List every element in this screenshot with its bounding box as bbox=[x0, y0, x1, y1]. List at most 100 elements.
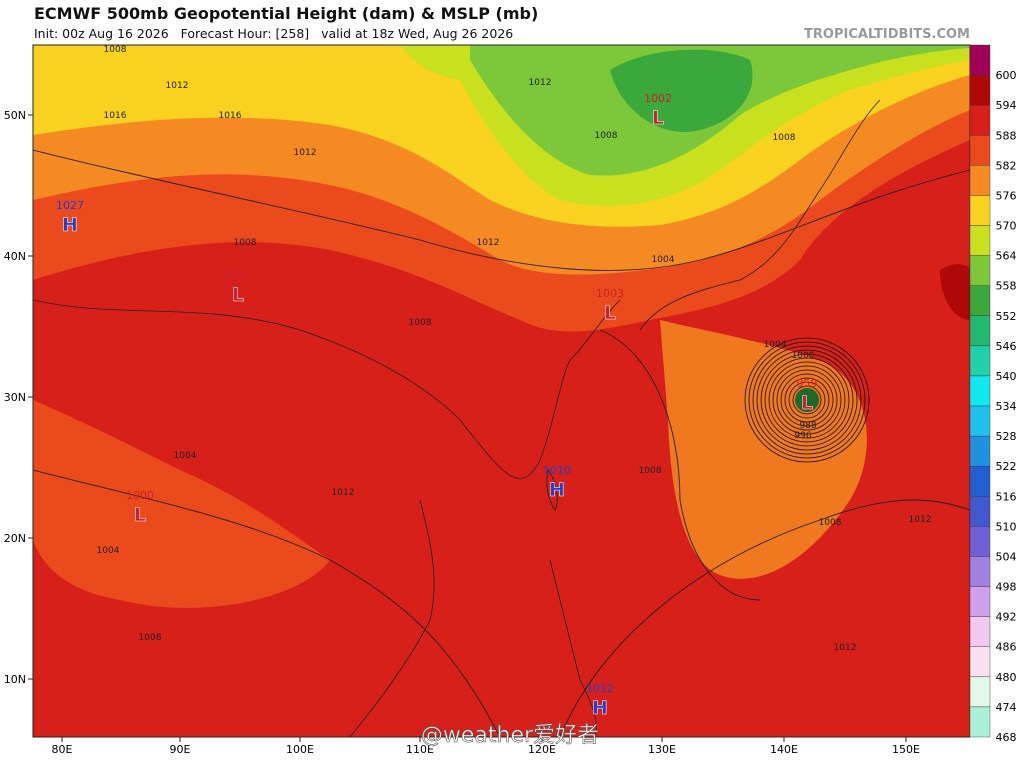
center-symbol: L bbox=[652, 107, 664, 129]
center-symbol: H bbox=[62, 214, 78, 236]
typhoon-ring bbox=[752, 345, 862, 455]
typhoon-ring bbox=[768, 361, 846, 439]
isobars bbox=[33, 149, 970, 737]
lat-label: 10N bbox=[4, 673, 26, 686]
colorbar-label: 504 bbox=[996, 550, 1017, 563]
colorbar-cell bbox=[969, 496, 991, 527]
isobar-label: 1008 bbox=[139, 633, 162, 643]
typhoon-ring bbox=[780, 373, 834, 427]
colorbar-label: 558 bbox=[996, 280, 1017, 293]
colorbar-label: 474 bbox=[996, 701, 1017, 714]
coastlines bbox=[33, 99, 881, 737]
colorbar-cell bbox=[969, 225, 991, 256]
isobar-label: 1008 bbox=[234, 238, 257, 248]
center-pressure: 1002 bbox=[644, 92, 672, 105]
lon-label: 130E bbox=[648, 743, 676, 756]
colorbar-cell bbox=[969, 526, 991, 557]
colorbar-label: 480 bbox=[996, 671, 1017, 684]
colorbar-label: 594 bbox=[996, 99, 1017, 112]
colorbar-label: 600 bbox=[996, 69, 1017, 82]
isobar-label: 1008 bbox=[409, 318, 432, 328]
center-pressure: 1000 bbox=[126, 489, 154, 502]
lon-label: 140E bbox=[770, 743, 798, 756]
typhoon-ring bbox=[748, 341, 866, 459]
colorbar-cell bbox=[969, 135, 991, 166]
center-pressure: 1003 bbox=[596, 287, 624, 300]
lon-label: 80E bbox=[52, 743, 73, 756]
center-symbol: H bbox=[592, 697, 608, 719]
center-symbol: H bbox=[549, 479, 565, 501]
map bbox=[33, 45, 970, 737]
isobar-label: 1008 bbox=[773, 133, 796, 143]
center-symbol: L bbox=[604, 302, 616, 324]
colorbar-cell bbox=[969, 556, 991, 587]
lon-label: 150E bbox=[892, 743, 920, 756]
isobar-label: 1016 bbox=[219, 111, 242, 121]
height-576-pacific bbox=[660, 320, 867, 579]
center-pressure: 1010 bbox=[543, 464, 571, 477]
isobar-label: 1012 bbox=[909, 515, 932, 525]
lon-label: 120E bbox=[528, 743, 556, 756]
colorbar-cell bbox=[969, 405, 991, 437]
height-552 bbox=[610, 49, 753, 132]
colorbar-cell bbox=[969, 435, 991, 467]
center-symbol: L bbox=[801, 392, 813, 414]
typhoon-ring bbox=[784, 377, 830, 423]
colorbar-cell bbox=[969, 315, 991, 347]
isobar-label: 1008 bbox=[819, 518, 842, 528]
lat-label: 20N bbox=[4, 532, 26, 545]
typhoon-ring bbox=[788, 381, 826, 419]
center-symbol: L bbox=[134, 504, 146, 526]
colorbar-label: 552 bbox=[996, 310, 1017, 323]
colorbar-label: 582 bbox=[996, 159, 1017, 172]
isobar-label: 1016 bbox=[104, 111, 127, 121]
colorbar-cell bbox=[969, 74, 991, 106]
colorbar-cell bbox=[969, 616, 991, 647]
typhoon-isobars bbox=[744, 337, 870, 463]
isobar-label: 988 bbox=[799, 421, 816, 431]
source: TROPICALTIDBITS.COM bbox=[804, 27, 970, 42]
colorbar-cell bbox=[969, 165, 991, 196]
typhoon-ring bbox=[756, 349, 858, 451]
typhoon-ring bbox=[792, 385, 822, 415]
lat-label: 30N bbox=[4, 391, 26, 404]
colorbar-cell bbox=[969, 345, 991, 377]
height-594 bbox=[940, 264, 970, 320]
typhoon-ring bbox=[776, 369, 838, 431]
isobar-label: 1008 bbox=[595, 131, 618, 141]
colorbar-cell bbox=[969, 676, 991, 708]
colorbar-label: 540 bbox=[996, 370, 1017, 383]
colorbar-label: 576 bbox=[996, 189, 1017, 202]
isobar-label: 1004 bbox=[174, 451, 197, 461]
isobar-label: 1012 bbox=[166, 81, 189, 91]
isobar-label: 1004 bbox=[652, 255, 675, 265]
colorbar-label: 564 bbox=[996, 250, 1017, 263]
typhoon-ring bbox=[760, 353, 854, 447]
overlay: 80E 90E 100E 110E 120E 130E 140E 150E 50N 40N 30N 2… bbox=[4, 44, 1017, 756]
colorbar-cell bbox=[969, 255, 991, 286]
center-symbol: L bbox=[232, 284, 244, 306]
typhoon-ring bbox=[764, 357, 850, 443]
colorbar-label: 528 bbox=[996, 430, 1017, 443]
lon-label: 90E bbox=[170, 743, 191, 756]
subtitle: Init: 00z Aug 16 2026 Forecast Hour: [25… bbox=[34, 26, 513, 41]
center-pressure: 1012 bbox=[586, 682, 614, 695]
colorbar-label: 510 bbox=[996, 520, 1017, 533]
watermark: @weather爱好者 bbox=[421, 723, 599, 748]
isobar-label: 996 bbox=[794, 431, 811, 441]
isobar-label: 1004 bbox=[764, 340, 787, 350]
center-pressure: 1027 bbox=[56, 199, 84, 212]
typhoon-ring bbox=[772, 365, 842, 435]
colorbar-label: 588 bbox=[996, 129, 1017, 142]
isobar-label: 1012 bbox=[834, 643, 857, 653]
center-pressure: 959 bbox=[797, 377, 818, 390]
isobar-label: 1000 bbox=[792, 351, 815, 361]
colorbar-label: 546 bbox=[996, 340, 1017, 353]
colorbar-cell bbox=[969, 285, 991, 316]
lon-label: 100E bbox=[286, 743, 314, 756]
colorbar-cell bbox=[969, 375, 991, 407]
colorbar-label: 468 bbox=[996, 731, 1017, 744]
isobar-label: 1012 bbox=[529, 78, 552, 88]
colorbar-cell bbox=[969, 646, 991, 678]
